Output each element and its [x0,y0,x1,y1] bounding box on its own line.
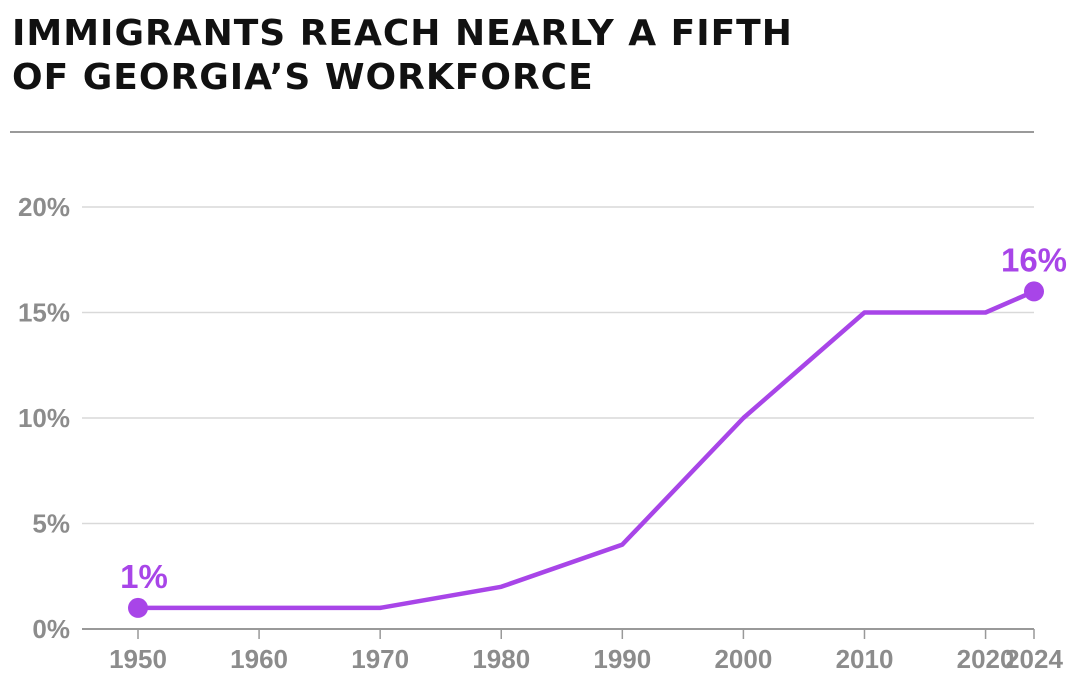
series-line [135,289,1037,611]
y-tick-label: 20% [18,192,70,222]
y-tick-label: 5% [32,509,70,539]
endpoint-marker [1024,281,1044,302]
x-tick-label: 1990 [593,644,651,674]
x-tick-label: 1950 [109,644,167,674]
data-label: 1% [120,558,168,595]
x-tick-label: 1960 [230,644,288,674]
x-tick-label: 2000 [714,644,772,674]
data-labels: 1% 16% [120,241,1067,618]
data-label: 16% [1001,241,1067,278]
chart-title-line-2: OF GEORGIA’S WORKFORCE [12,57,594,98]
x-tick-label: 1970 [351,644,409,674]
y-tick-label: 0% [32,614,70,644]
grid-lines [82,206,1034,525]
y-axis-tick-labels: 0% 5% 10% 15% 20% [18,192,70,644]
endpoint-marker [128,597,148,618]
chart-title: IMMIGRANTS REACH NEARLY A FIFTH OF GEORG… [12,12,793,100]
x-tick-label: 2020 [957,644,1015,674]
title-divider [10,131,1034,133]
series [135,289,1037,611]
y-tick-label: 10% [18,403,70,433]
chart-title-line-1: IMMIGRANTS REACH NEARLY A FIFTH [12,13,793,54]
y-tick-label: 15% [18,298,70,328]
x-tick-label: 2010 [836,644,894,674]
x-tick-label: 1980 [472,644,530,674]
x-tick-label: 2024 [1005,644,1063,674]
